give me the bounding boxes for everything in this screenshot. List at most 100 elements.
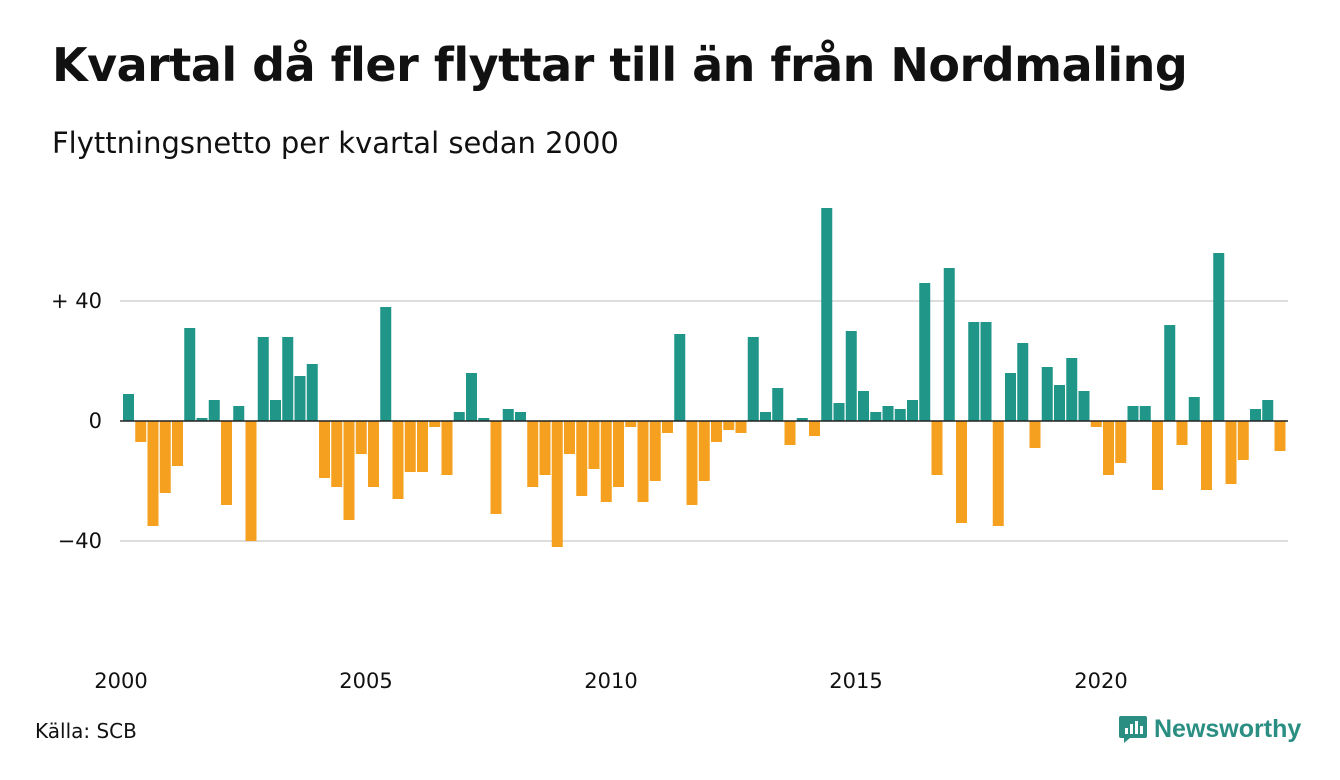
bar-2021Q2 (1164, 325, 1176, 421)
bar-2001Q4 (208, 400, 220, 421)
bar-2003Q1 (270, 400, 281, 421)
bar-2019Q4 (1090, 421, 1102, 427)
brand-name: Newsworthy (1154, 714, 1302, 743)
y-tick-labels: + 40 0 −40 (51, 289, 102, 553)
bar-2016Q2 (919, 283, 931, 421)
bar-2005Q2 (380, 307, 392, 421)
bar-2020Q1 (1103, 421, 1114, 475)
bar-2020Q3 (1127, 406, 1139, 421)
bar-2018Q1 (1005, 373, 1016, 421)
bar-2021Q4 (1188, 397, 1200, 421)
bar-2010Q2 (625, 421, 637, 427)
bar-2017Q1 (956, 421, 967, 523)
bar-2004Q2 (331, 421, 343, 487)
bar-2006Q2 (429, 421, 441, 427)
bar-2017Q4 (992, 421, 1004, 526)
bar-2022Q3 (1225, 421, 1237, 484)
bar-2002Q3 (245, 421, 257, 541)
bar-2013Q1 (760, 412, 771, 421)
bar-2002Q2 (233, 406, 245, 421)
x-tick-label: 2015 (829, 669, 882, 693)
bar-2020Q2 (1115, 421, 1127, 463)
bar-2004Q1 (319, 421, 330, 478)
bar-2001Q3 (196, 418, 208, 421)
bar-2009Q2 (576, 421, 588, 496)
newsworthy-logo-icon (1119, 716, 1147, 743)
y-tick-label: + 40 (51, 289, 102, 313)
brand-logo[interactable]: Newsworthy (1118, 714, 1301, 744)
bar-2012Q4 (747, 337, 759, 421)
bar-2015Q1 (858, 391, 869, 421)
bar-2023Q2 (1262, 400, 1274, 421)
bar-2023Q3 (1274, 421, 1286, 451)
bar-2006Q4 (453, 412, 465, 421)
bar-2008Q4 (551, 421, 563, 547)
bar-2008Q1 (515, 412, 526, 421)
bar-2021Q3 (1176, 421, 1188, 445)
bar-2000Q4 (159, 421, 171, 493)
bar-2010Q3 (637, 421, 649, 502)
bar-2012Q2 (723, 421, 735, 430)
bar-2010Q1 (613, 421, 624, 487)
page-title: Kvartal då fler flyttar till än från Nor… (52, 38, 1188, 92)
bar-2005Q4 (404, 421, 416, 472)
bar-2016Q4 (943, 268, 955, 421)
bar-2018Q3 (1029, 421, 1041, 448)
bar-2011Q2 (674, 334, 686, 421)
y-tick-label: 0 (89, 409, 102, 433)
bar-2016Q3 (931, 421, 943, 475)
x-tick-labels: 2000 2005 2010 2015 2020 (94, 669, 1127, 693)
bar-2005Q3 (392, 421, 404, 499)
bar-2010Q4 (649, 421, 661, 481)
bar-2012Q3 (735, 421, 747, 433)
bar-2014Q2 (821, 208, 833, 421)
bar-2004Q3 (343, 421, 355, 520)
bar-2000Q3 (147, 421, 159, 526)
bar-2014Q4 (845, 331, 857, 421)
bar-2008Q2 (527, 421, 539, 487)
bar-2011Q1 (662, 421, 673, 433)
bar-2023Q1 (1250, 409, 1261, 421)
bar-2021Q1 (1152, 421, 1163, 490)
bar-2022Q4 (1237, 421, 1249, 460)
bar-2003Q2 (282, 337, 294, 421)
x-tick-label: 2020 (1074, 669, 1127, 693)
bar-2013Q3 (784, 421, 796, 445)
bar-2007Q4 (502, 409, 514, 421)
grid-layer (120, 300, 1288, 542)
bar-2002Q4 (257, 337, 269, 421)
bar-2006Q3 (441, 421, 453, 475)
bar-2012Q1 (711, 421, 722, 442)
bar-2015Q2 (870, 412, 882, 421)
bar-2004Q4 (355, 421, 367, 454)
bar-2009Q4 (600, 421, 612, 502)
bar-2009Q1 (564, 421, 575, 454)
bar-2002Q1 (221, 421, 232, 505)
bar-2018Q2 (1017, 343, 1029, 421)
page-subtitle: Flyttningsnetto per kvartal sedan 2000 (52, 126, 619, 160)
bar-2001Q2 (184, 328, 196, 421)
bar-2017Q3 (980, 322, 992, 421)
bar-2015Q4 (894, 409, 906, 421)
bar-2013Q2 (772, 388, 784, 421)
bars-layer (123, 208, 1286, 547)
bar-2022Q1 (1201, 421, 1212, 490)
bar-2019Q1 (1054, 385, 1065, 421)
bar-2011Q3 (686, 421, 698, 505)
x-tick-label: 2005 (339, 669, 392, 693)
bar-2007Q1 (466, 373, 477, 421)
bar-2003Q3 (294, 376, 306, 421)
bar-2019Q2 (1066, 358, 1078, 421)
bar-2016Q1 (907, 400, 918, 421)
bar-2018Q4 (1041, 367, 1053, 421)
bar-2003Q4 (306, 364, 318, 421)
bar-2001Q1 (172, 421, 183, 466)
bar-2014Q1 (809, 421, 820, 436)
bar-2000Q1 (123, 394, 134, 421)
bar-chart: + 40 0 −40 2000 2005 2010 2015 2020 (51, 208, 1288, 693)
bar-2011Q4 (698, 421, 710, 481)
bar-2017Q2 (968, 322, 980, 421)
bar-2000Q2 (135, 421, 147, 442)
bar-2013Q4 (796, 418, 808, 421)
bar-2007Q2 (478, 418, 490, 421)
